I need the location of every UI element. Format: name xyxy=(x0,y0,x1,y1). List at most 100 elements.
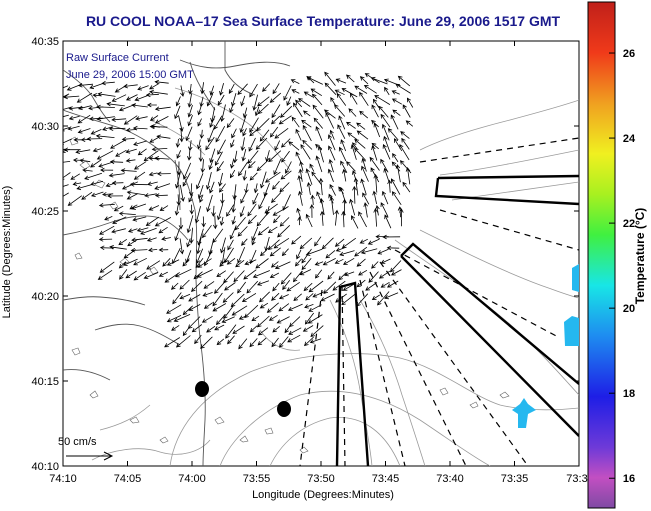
current-vector xyxy=(279,182,290,193)
current-vector xyxy=(310,88,323,97)
current-vector xyxy=(107,193,124,199)
current-vector xyxy=(188,83,193,95)
current-vector xyxy=(123,83,138,89)
current-vector xyxy=(246,280,259,294)
current-vector xyxy=(208,159,214,171)
current-vector xyxy=(272,83,280,95)
current-vector xyxy=(370,76,388,85)
current-vector xyxy=(274,127,289,139)
current-vector xyxy=(211,205,216,217)
current-vector xyxy=(360,248,378,255)
current-vector xyxy=(351,215,359,229)
current-vector xyxy=(337,124,346,139)
current-vector xyxy=(291,89,300,94)
current-vector xyxy=(166,304,182,314)
current-vector xyxy=(304,304,314,309)
current-vector xyxy=(286,96,292,106)
current-vector xyxy=(209,181,215,194)
current-vector xyxy=(378,105,389,118)
current-vector xyxy=(118,238,128,246)
current-vector xyxy=(235,259,245,268)
current-vector xyxy=(149,124,168,129)
current-vector xyxy=(334,209,339,226)
y-tick-label: 40:10 xyxy=(31,461,59,473)
current-vector xyxy=(63,172,71,180)
current-vector xyxy=(188,294,201,302)
current-vector xyxy=(77,128,91,134)
current-vector xyxy=(260,171,267,189)
current-vector xyxy=(321,237,334,250)
current-vector xyxy=(203,281,215,289)
current-vector xyxy=(380,202,389,217)
current-vector xyxy=(305,213,313,228)
current-vector xyxy=(174,268,192,278)
current-vector xyxy=(227,239,234,251)
current-vector xyxy=(125,270,137,279)
current-vector xyxy=(149,82,160,90)
current-vector xyxy=(255,258,269,269)
current-vector xyxy=(90,180,104,186)
current-vector xyxy=(256,214,267,227)
current-vector xyxy=(288,327,302,335)
current-vector xyxy=(206,194,213,213)
box-outlines xyxy=(335,174,579,466)
current-vector xyxy=(200,159,206,174)
current-vector xyxy=(176,194,181,206)
current-vector xyxy=(314,261,324,266)
current-vector xyxy=(191,324,203,333)
current-vector xyxy=(393,138,403,152)
current-vector xyxy=(63,184,69,187)
current-vector xyxy=(218,183,226,193)
current-vector xyxy=(359,110,369,119)
current-vector xyxy=(219,259,227,267)
current-vector xyxy=(214,324,225,331)
current-vector xyxy=(391,161,401,172)
current-vector xyxy=(90,129,102,135)
current-vector xyxy=(377,248,389,255)
current-vector xyxy=(182,172,191,187)
current-vector xyxy=(381,190,389,205)
current-vector xyxy=(249,83,258,98)
current-vector xyxy=(244,183,249,194)
current-vector xyxy=(247,203,257,217)
current-vector xyxy=(63,106,72,110)
current-vector xyxy=(213,115,223,130)
y-tick-label: 40:25 xyxy=(31,206,59,218)
x-axis-label: Longitude (Degrees:Minutes) xyxy=(252,489,394,501)
current-vector xyxy=(380,113,391,128)
current-vector xyxy=(338,272,347,281)
current-vector xyxy=(338,115,346,130)
current-vector xyxy=(298,190,303,206)
current-vector xyxy=(149,89,168,95)
current-vector xyxy=(76,184,92,191)
current-vector xyxy=(63,161,71,163)
x-tick-label: 74:05 xyxy=(114,473,142,485)
current-vector xyxy=(118,261,127,269)
current-vector xyxy=(324,82,337,95)
current-vector xyxy=(96,150,114,160)
current-vector xyxy=(314,236,322,247)
current-vector xyxy=(373,208,378,227)
current-vector xyxy=(268,150,282,163)
current-vector xyxy=(183,162,192,180)
current-vector xyxy=(217,94,225,106)
current-vector xyxy=(102,126,113,131)
coastline xyxy=(63,41,291,466)
current-vector xyxy=(171,325,180,331)
current-vector xyxy=(257,96,270,107)
current-vector xyxy=(104,216,113,221)
current-vector xyxy=(288,141,300,151)
current-vector xyxy=(146,102,157,108)
current-vector xyxy=(224,247,234,264)
current-vector xyxy=(203,302,213,309)
current-vector xyxy=(237,246,246,264)
current-vector xyxy=(135,116,148,121)
current-vector xyxy=(276,316,290,324)
current-vector xyxy=(144,193,157,198)
current-vector xyxy=(257,226,270,236)
current-vector xyxy=(346,161,356,172)
current-vector xyxy=(102,192,114,197)
current-vector xyxy=(346,121,356,129)
current-vector xyxy=(214,280,226,294)
colorbar-tick-label: 22 xyxy=(623,218,635,230)
